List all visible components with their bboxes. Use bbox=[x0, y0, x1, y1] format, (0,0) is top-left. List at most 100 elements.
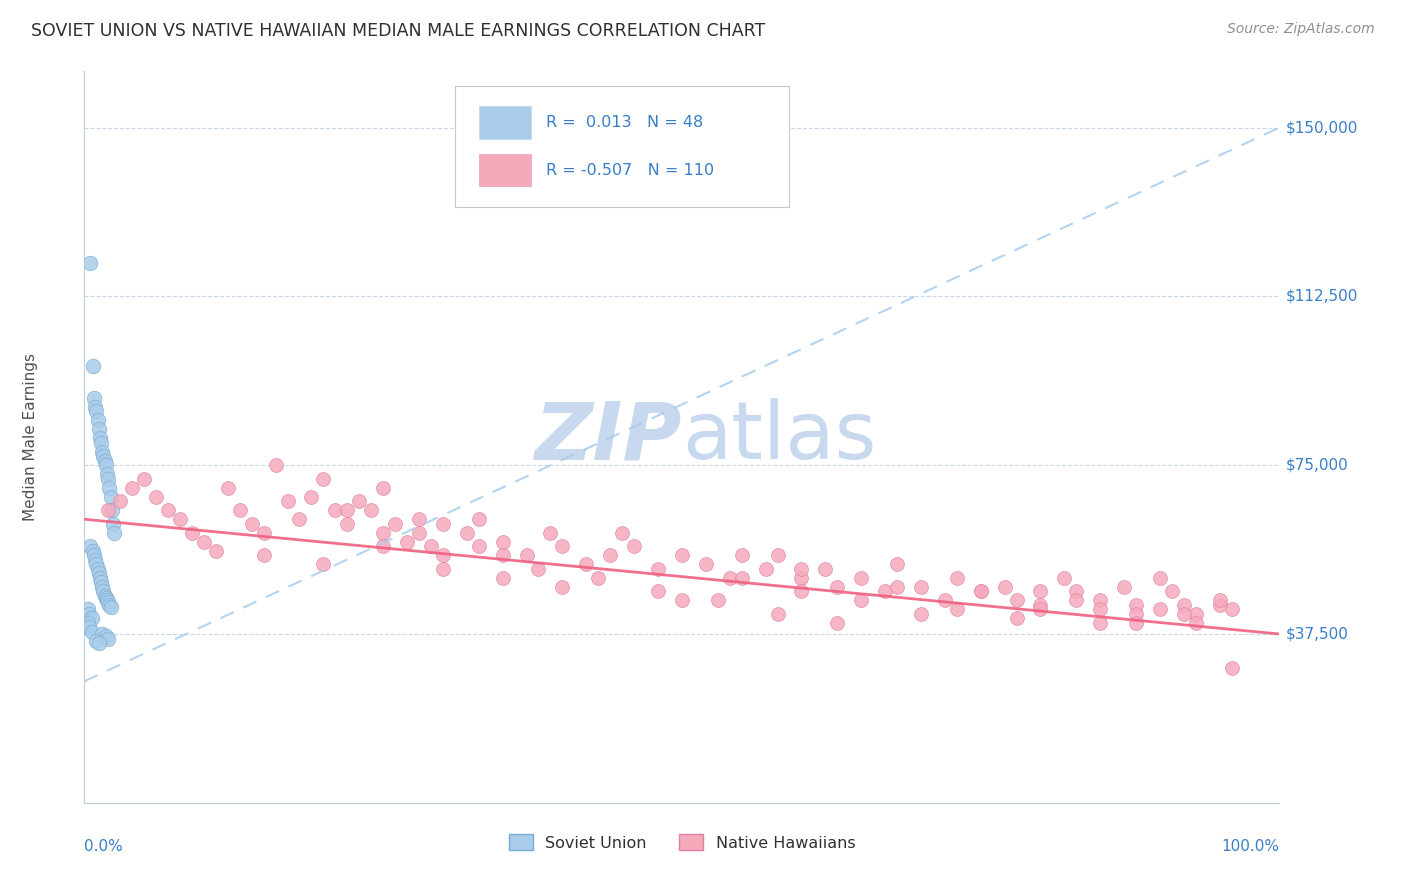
Point bbox=[468, 512, 491, 526]
Point bbox=[97, 595, 120, 609]
Point bbox=[96, 467, 118, 482]
Point bbox=[540, 525, 562, 540]
Point bbox=[96, 593, 118, 607]
Point bbox=[89, 571, 111, 585]
Point bbox=[1149, 571, 1171, 585]
Point bbox=[790, 562, 813, 576]
Point bbox=[1005, 593, 1028, 607]
Point bbox=[97, 632, 120, 646]
Point bbox=[970, 584, 993, 599]
Point bbox=[87, 636, 110, 650]
Point bbox=[80, 611, 103, 625]
Point bbox=[814, 562, 837, 576]
Point bbox=[1209, 593, 1232, 607]
Point bbox=[193, 534, 215, 549]
Point bbox=[217, 481, 239, 495]
Point bbox=[80, 624, 103, 639]
Text: atlas: atlas bbox=[682, 398, 876, 476]
Point bbox=[98, 481, 121, 495]
Point bbox=[851, 571, 873, 585]
Text: $75,000: $75,000 bbox=[1285, 458, 1348, 473]
Point bbox=[1090, 615, 1112, 630]
Point bbox=[886, 580, 908, 594]
Text: $37,500: $37,500 bbox=[1285, 626, 1348, 641]
Point bbox=[827, 580, 849, 594]
Point bbox=[612, 525, 634, 540]
FancyBboxPatch shape bbox=[479, 154, 531, 186]
Point bbox=[910, 580, 932, 594]
Point bbox=[77, 620, 100, 634]
Point bbox=[264, 458, 287, 473]
Point bbox=[101, 516, 124, 531]
Point bbox=[468, 539, 491, 553]
FancyBboxPatch shape bbox=[456, 86, 790, 207]
Point bbox=[86, 562, 108, 576]
Point bbox=[103, 525, 125, 540]
Point bbox=[934, 593, 956, 607]
Point bbox=[1125, 607, 1147, 621]
Point bbox=[97, 472, 120, 486]
Point bbox=[1029, 584, 1052, 599]
Point bbox=[89, 431, 111, 445]
Point bbox=[336, 516, 359, 531]
Point bbox=[86, 404, 108, 418]
Point bbox=[1005, 611, 1028, 625]
FancyBboxPatch shape bbox=[479, 106, 531, 138]
Point bbox=[551, 539, 574, 553]
Point bbox=[851, 593, 873, 607]
Point bbox=[87, 566, 110, 581]
Point bbox=[93, 453, 115, 467]
Point bbox=[83, 548, 105, 562]
Point bbox=[599, 548, 621, 562]
Point bbox=[86, 633, 108, 648]
Point bbox=[731, 548, 754, 562]
Point bbox=[253, 548, 276, 562]
Point bbox=[253, 525, 276, 540]
Point bbox=[886, 558, 908, 572]
Point bbox=[77, 607, 100, 621]
Point bbox=[373, 539, 395, 553]
Point bbox=[169, 512, 191, 526]
Point bbox=[790, 584, 813, 599]
Point bbox=[83, 391, 105, 405]
Point bbox=[695, 558, 717, 572]
Point bbox=[277, 494, 299, 508]
Point bbox=[79, 255, 101, 269]
Point bbox=[1173, 598, 1195, 612]
Point bbox=[790, 571, 813, 585]
Point bbox=[432, 562, 454, 576]
Point bbox=[86, 413, 108, 427]
Point bbox=[288, 512, 311, 526]
Point bbox=[82, 543, 104, 558]
Point bbox=[1066, 584, 1088, 599]
Point bbox=[373, 525, 395, 540]
Point bbox=[90, 435, 112, 450]
Point bbox=[516, 548, 538, 562]
Point bbox=[77, 615, 100, 630]
Point bbox=[205, 543, 228, 558]
Point bbox=[827, 615, 849, 630]
Point bbox=[100, 599, 122, 614]
Text: $112,500: $112,500 bbox=[1285, 289, 1358, 304]
Point bbox=[79, 539, 101, 553]
Point bbox=[98, 598, 121, 612]
Point bbox=[527, 562, 550, 576]
Point bbox=[91, 627, 114, 641]
Point bbox=[623, 539, 645, 553]
Text: SOVIET UNION VS NATIVE HAWAIIAN MEDIAN MALE EARNINGS CORRELATION CHART: SOVIET UNION VS NATIVE HAWAIIAN MEDIAN M… bbox=[31, 22, 765, 40]
Point bbox=[671, 548, 693, 562]
Point bbox=[1029, 598, 1052, 612]
Point bbox=[1066, 593, 1088, 607]
Point bbox=[94, 629, 117, 643]
Point bbox=[145, 490, 167, 504]
Text: R =  0.013   N = 48: R = 0.013 N = 48 bbox=[546, 115, 703, 130]
Point bbox=[492, 571, 515, 585]
Point bbox=[93, 449, 115, 463]
Text: $150,000: $150,000 bbox=[1285, 120, 1358, 135]
Point bbox=[110, 494, 132, 508]
Point bbox=[432, 516, 454, 531]
Point bbox=[551, 580, 574, 594]
Point bbox=[87, 422, 110, 436]
Point bbox=[1185, 607, 1208, 621]
Point bbox=[336, 503, 359, 517]
